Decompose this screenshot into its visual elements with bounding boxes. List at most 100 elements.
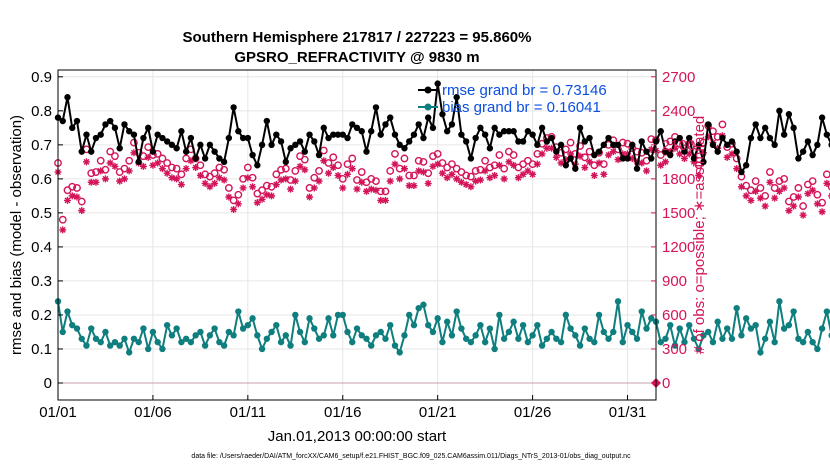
rmse-point [671, 138, 679, 145]
assimilated-point [756, 194, 764, 202]
possible-point [414, 156, 423, 165]
y-tick-label-left: 0.6 [31, 171, 52, 188]
bias-point [201, 342, 209, 349]
assimilated-point [419, 168, 427, 176]
assimilated-point [548, 144, 556, 152]
possible-point [163, 159, 172, 167]
rmse-line [57, 83, 830, 175]
assimilated-point [130, 149, 138, 157]
possible-point [481, 156, 490, 165]
assimilated-point [628, 154, 636, 162]
bias-point [785, 321, 793, 329]
bias-point [581, 325, 589, 332]
bias-point [69, 321, 76, 329]
assimilated-point [372, 186, 380, 194]
bias-point [273, 321, 280, 329]
assimilated-point [728, 150, 736, 158]
rmse-point [548, 134, 555, 142]
asterisk-mark [381, 196, 389, 204]
asterisk-mark [567, 150, 575, 158]
rmse-point [372, 104, 380, 111]
asterisk-mark [158, 165, 166, 173]
bias-point [235, 308, 242, 315]
asterisk-mark [448, 170, 456, 178]
assimilated-point [443, 174, 451, 182]
possible-point [277, 165, 285, 174]
rmse-point [443, 128, 451, 135]
assimilated-point [154, 159, 162, 167]
bias-point [515, 335, 522, 342]
assimilated-point [230, 205, 238, 213]
rmse-point [576, 124, 584, 132]
assimilated-point [405, 182, 413, 190]
bias-point [818, 325, 826, 332]
x-tick-label: 01/21 [419, 404, 457, 421]
bias-point [377, 328, 384, 336]
rmse-point [458, 131, 465, 138]
rmse-point [144, 124, 152, 132]
assimilated-point [410, 182, 418, 190]
possible-point [262, 181, 271, 190]
asterisk-mark [301, 166, 309, 174]
assimilated-point [306, 193, 314, 201]
rmse-point [472, 134, 479, 142]
assimilated-point [476, 176, 484, 184]
rmse-point [648, 155, 655, 162]
assimilated-point [106, 159, 114, 167]
rmse-point [747, 134, 755, 142]
assimilated-point [139, 162, 147, 170]
assimilated-point [125, 167, 133, 175]
grid [57, 70, 656, 400]
assimilated-point [643, 167, 651, 175]
assimilated-point [315, 177, 323, 185]
asterisk-mark [742, 192, 750, 200]
assimilated-point [524, 167, 532, 175]
possible-point [96, 156, 105, 165]
assimilated-point [500, 175, 508, 183]
bias-point [344, 328, 351, 336]
possible-point [258, 186, 266, 195]
assimilated-point [581, 164, 589, 172]
asterisk-mark [253, 199, 261, 207]
bias-point [330, 332, 337, 339]
rmse-point [192, 155, 199, 162]
possible-point [400, 154, 409, 163]
rmse-point [377, 131, 384, 138]
assimilated-point [220, 176, 228, 184]
bias-point [719, 335, 726, 342]
bias-point [420, 301, 427, 308]
assimilated-point [510, 161, 518, 169]
assimilated-point [249, 183, 257, 191]
assimilated-point [253, 199, 261, 207]
bias-point [505, 328, 513, 336]
bias-point [648, 315, 655, 322]
possible-point [386, 167, 395, 175]
asterisk-mark [737, 183, 745, 191]
rmse-point [225, 134, 233, 142]
assimilated-point [595, 159, 603, 167]
asterisk-mark [130, 149, 138, 157]
rmse-point [500, 128, 508, 135]
bias-point [401, 332, 408, 339]
bias-point [140, 325, 147, 332]
asterisk-mark [605, 151, 613, 159]
bias-point [144, 345, 152, 353]
bias-series [54, 298, 830, 357]
assimilated-point [391, 160, 399, 168]
rmse-point [818, 114, 826, 121]
bias-point [424, 321, 432, 329]
rmse-point [553, 148, 560, 155]
asterisk-mark [372, 186, 380, 194]
rmse-point [505, 128, 513, 135]
bias-point [534, 321, 541, 329]
bias-point [629, 328, 636, 336]
bias-point [491, 345, 498, 353]
bias-point [334, 311, 342, 319]
rmse-point [258, 141, 266, 149]
rmse-point [557, 141, 565, 149]
asterisk-mark [728, 150, 736, 158]
rmse-point [382, 121, 389, 128]
asterisk-mark [272, 181, 280, 189]
asterisk-mark [97, 167, 105, 175]
asterisk-mark [804, 190, 812, 198]
